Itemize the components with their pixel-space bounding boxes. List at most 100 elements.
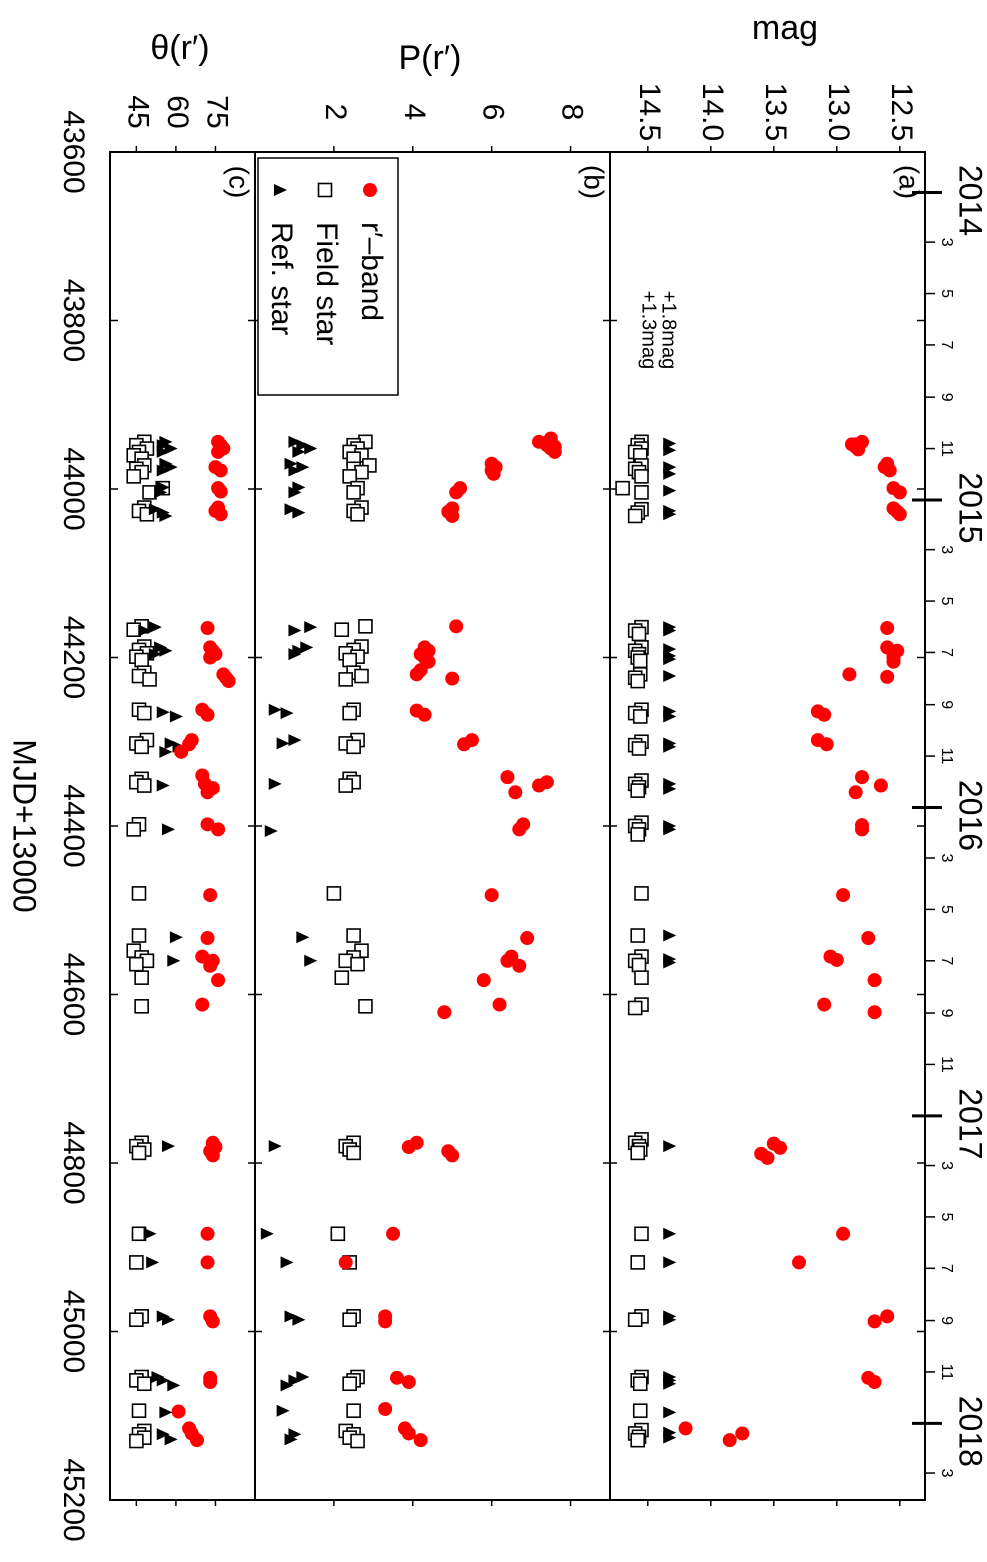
data-point-filled-triangle <box>288 648 302 661</box>
data-point-filled-triangle <box>156 464 170 477</box>
series-open-square <box>126 434 171 1449</box>
data-point-circle <box>401 1375 416 1390</box>
month-tick-label: 9 <box>938 1009 955 1018</box>
data-point-circle <box>855 770 869 785</box>
data-point-open-square <box>330 1226 346 1242</box>
data-point-circle <box>417 707 432 722</box>
data-point-open-square <box>131 1145 147 1161</box>
data-point-circle <box>836 888 851 903</box>
data-point-circle <box>378 1314 393 1329</box>
data-point-filled-triangle <box>663 710 677 723</box>
data-point-filled-triangle <box>276 737 290 750</box>
data-point-circle <box>512 958 527 973</box>
data-point-filled-triangle <box>264 825 278 838</box>
data-point-circle <box>409 667 424 682</box>
offset-annotation: +1.8mag <box>658 291 680 369</box>
month-tick-label: 5 <box>938 905 955 914</box>
year-tick-label: 2016 <box>953 780 987 851</box>
data-point-open-square <box>131 886 147 901</box>
data-point-open-square <box>342 1312 357 1328</box>
data-point-circle <box>449 619 464 634</box>
data-point-circle <box>437 1005 452 1020</box>
data-point-open-square <box>129 1433 144 1449</box>
data-point-circle <box>413 1433 428 1448</box>
data-point-open-square <box>634 1226 649 1242</box>
data-point-circle <box>486 466 501 481</box>
data-point-filled-triangle <box>663 929 677 942</box>
data-point-circle <box>195 997 210 1012</box>
data-point-open-square <box>131 928 147 943</box>
data-point-open-square <box>342 705 357 721</box>
data-point-circle <box>892 507 907 522</box>
data-point-open-square <box>615 480 630 496</box>
data-point-circle <box>867 973 882 988</box>
data-point-circle <box>445 508 460 523</box>
data-point-open-square <box>631 626 647 642</box>
data-point-open-square <box>131 1403 147 1418</box>
data-point-circle <box>880 621 895 636</box>
data-point-circle <box>867 1005 882 1020</box>
month-tick-label: 7 <box>938 1264 955 1273</box>
month-tick-label: 5 <box>938 597 955 606</box>
data-point-open-square <box>632 1376 648 1392</box>
data-point-filled-triangle <box>162 823 175 836</box>
data-point-filled-triangle <box>663 484 677 497</box>
data-point-filled-triangle <box>156 445 170 458</box>
y-tick-label: 13.0 <box>822 83 855 141</box>
panel-label: (c) <box>224 166 255 199</box>
data-point-open-square <box>338 672 354 687</box>
data-point-filled-triangle <box>156 779 170 792</box>
y-tick-label: 60 <box>161 95 194 128</box>
data-point-filled-triangle <box>663 823 677 836</box>
month-tick-label: 3 <box>938 854 955 863</box>
data-point-open-square <box>634 469 649 484</box>
data-point-circle <box>867 1375 882 1390</box>
data-point-circle <box>174 744 189 759</box>
data-point-open-square <box>630 1432 646 1448</box>
series-open-square <box>615 434 649 1448</box>
data-point-open-square <box>126 822 142 837</box>
legend-label: r′–band <box>355 222 388 321</box>
data-point-filled-triangle <box>148 648 162 661</box>
data-point-circle <box>378 1402 393 1417</box>
data-point-circle <box>886 654 901 669</box>
data-point-filled-triangle <box>296 439 310 452</box>
data-point-circle <box>484 888 499 903</box>
data-point-circle <box>500 953 515 968</box>
x-tick-label: 44800 <box>57 1121 90 1204</box>
data-point-circle <box>855 822 869 837</box>
data-point-filled-triangle <box>304 954 318 967</box>
data-point-filled-triangle <box>292 445 306 458</box>
data-point-open-square <box>632 709 648 724</box>
series-circle <box>678 434 907 1448</box>
data-point-filled-triangle <box>148 503 162 516</box>
data-point-open-square <box>346 1145 361 1161</box>
data-point-filled-triangle <box>663 444 677 457</box>
data-point-circle <box>829 952 844 967</box>
data-point-circle <box>512 822 527 837</box>
series-circle <box>171 434 236 1448</box>
data-point-open-square <box>630 1145 646 1161</box>
data-point-open-square <box>358 998 373 1014</box>
data-point-open-square <box>126 469 142 484</box>
data-point-filled-triangle <box>167 1379 181 1392</box>
y-axis-label: mag <box>752 9 818 47</box>
legend-marker-open-square <box>317 182 333 198</box>
panel-b: 2 4 6 8 (b) P(r′) <box>260 39 610 1506</box>
legend: r′–band Field star Ref. star <box>257 157 399 396</box>
data-point-open-square <box>627 1000 643 1016</box>
x-tick-label: 45200 <box>57 1458 90 1541</box>
data-point-circle <box>203 888 218 903</box>
data-point-open-square <box>630 673 646 689</box>
x-tick-label: 44200 <box>57 616 90 699</box>
data-point-open-square <box>129 1312 144 1328</box>
data-point-circle <box>200 621 215 636</box>
y-tick-label: 2 <box>319 104 352 121</box>
data-point-circle <box>500 770 515 785</box>
data-point-filled-triangle <box>138 624 152 637</box>
data-point-open-square <box>350 506 365 522</box>
y-tick-label: 6 <box>477 104 510 121</box>
data-point-circle <box>205 1148 220 1163</box>
data-point-open-square <box>627 1312 643 1328</box>
panel-label: (b) <box>579 165 610 199</box>
